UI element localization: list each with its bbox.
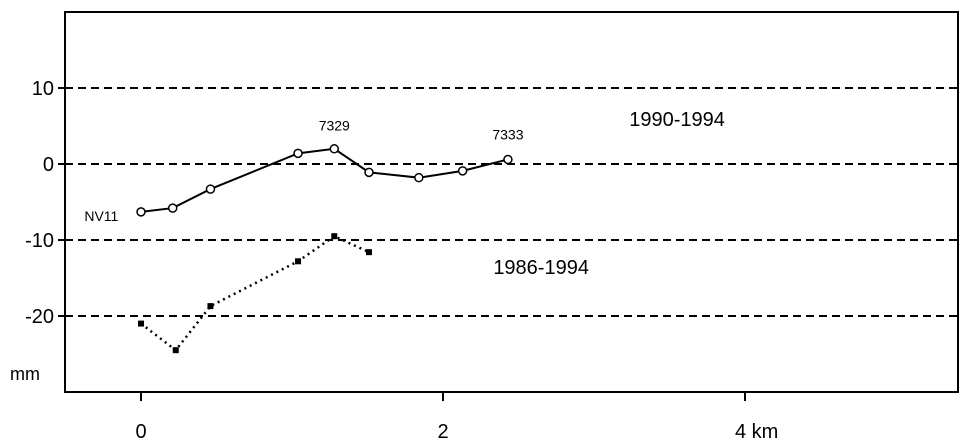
annotation-label-2: 7333 — [492, 127, 523, 143]
y-tick-label-3: -20 — [25, 306, 54, 328]
series-0-point-8 — [503, 154, 513, 165]
series-0-point-3 — [293, 148, 303, 159]
annotation-layer: NV11 7329 7333 1990-1994 1986-1994 — [84, 109, 725, 279]
annotation-label-1: 7329 — [319, 118, 350, 134]
y-tick-label-2: -10 — [25, 230, 54, 252]
series-0-point-2 — [205, 184, 216, 194]
series-0-point-6 — [414, 172, 424, 183]
y-unit-label: mm — [10, 364, 40, 384]
series-1-point-4 — [331, 233, 338, 240]
series-1-point-3 — [295, 258, 302, 265]
series-line-1 — [140, 234, 370, 352]
series-0-point-4 — [329, 144, 340, 154]
series-0-point-0 — [136, 207, 146, 217]
series-0-point-7 — [457, 166, 468, 176]
y-axis-ticks: 10 0 -10 -20 — [25, 78, 65, 328]
series-0-point-5 — [364, 167, 374, 178]
x-axis-ticks: 0 2 4 km — [135, 392, 778, 443]
series-0-point-1 — [167, 203, 178, 213]
plot-frame — [64, 11, 959, 393]
series-1-point-0 — [138, 320, 144, 327]
grid-lines — [65, 87, 958, 317]
series-label-1: 1986-1994 — [493, 257, 589, 279]
series-1-point-2 — [207, 303, 214, 310]
series-line-0 — [140, 147, 509, 213]
annotation-label-0: NV11 — [84, 208, 118, 224]
series-1-point-5 — [366, 249, 373, 256]
series-1-point-1 — [172, 347, 179, 354]
x-tick-label-2: 4 km — [735, 421, 778, 443]
y-tick-label-1: 0 — [43, 154, 54, 176]
series-layer — [136, 144, 513, 354]
x-tick-label-0: 0 — [135, 421, 146, 443]
series-label-0: 1990-1994 — [629, 109, 725, 131]
y-tick-label-0: 10 — [32, 78, 54, 100]
x-tick-label-1: 2 — [437, 421, 448, 443]
